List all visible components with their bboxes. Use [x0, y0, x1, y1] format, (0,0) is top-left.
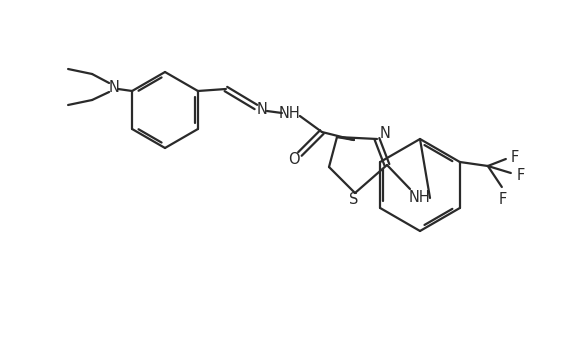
Text: N: N	[109, 81, 120, 95]
Text: O: O	[288, 151, 300, 167]
Text: N: N	[380, 126, 391, 142]
Text: F: F	[517, 168, 525, 184]
Text: F: F	[499, 192, 507, 207]
Text: NH: NH	[409, 189, 431, 204]
Text: N: N	[256, 102, 267, 117]
Text: F: F	[511, 150, 519, 164]
Text: S: S	[349, 192, 359, 208]
Text: NH: NH	[279, 106, 301, 122]
